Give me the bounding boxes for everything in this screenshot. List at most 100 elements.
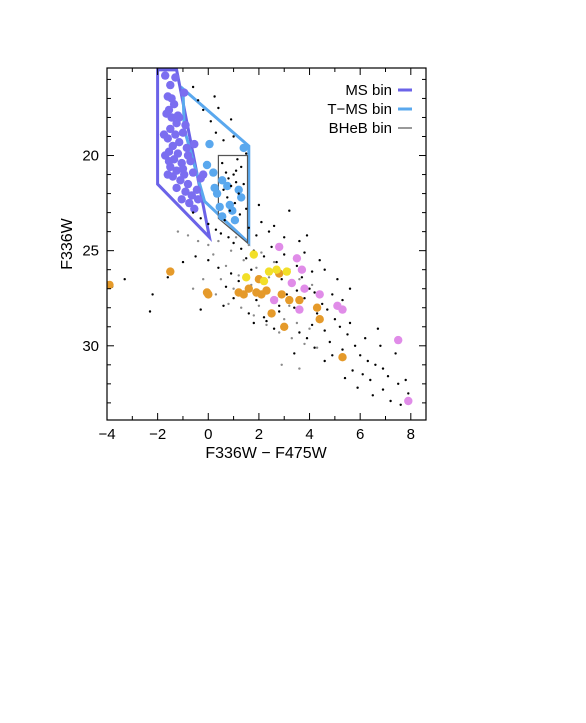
data-point-s2-136	[348, 287, 352, 290]
data-point-s2-106	[199, 308, 202, 311]
data-point-s2-71	[348, 321, 352, 325]
data-point-s2-95	[237, 279, 240, 283]
data-point-s0-43	[171, 73, 180, 82]
data-point-s0-41	[199, 170, 208, 179]
data-point-s6-11	[297, 265, 307, 274]
data-point-s2-103	[148, 310, 152, 313]
data-point-s2-25	[242, 182, 245, 186]
data-point-s6-0	[275, 242, 284, 252]
data-point-s2-0	[224, 171, 228, 174]
data-point-s3-32	[252, 314, 255, 317]
data-point-s2-8	[233, 201, 237, 205]
bin-outline-0	[156, 68, 212, 242]
data-point-s2-119	[371, 394, 374, 397]
data-point-s3-39	[227, 302, 230, 306]
data-point-s3-6	[224, 264, 228, 268]
data-point-s2-41	[308, 287, 311, 290]
data-point-s2-75	[250, 268, 253, 271]
data-point-s2-67	[404, 378, 407, 382]
data-point-s2-10	[238, 213, 242, 216]
data-point-s0-20	[176, 176, 185, 185]
data-point-s2-20	[232, 135, 235, 138]
data-point-s2-44	[321, 302, 324, 306]
data-point-s2-68	[407, 392, 410, 395]
data-point-s3-25	[247, 243, 250, 247]
data-point-s2-81	[214, 228, 218, 231]
x-tick-label: −4	[98, 426, 115, 443]
data-point-s2-111	[313, 346, 316, 349]
data-point-s4-1	[166, 267, 175, 276]
data-point-s2-137	[341, 298, 344, 302]
data-point-s2-28	[255, 234, 258, 237]
data-point-s0-23	[181, 187, 190, 196]
data-point-s2-59	[359, 354, 362, 357]
data-point-s2-135	[323, 268, 326, 271]
data-point-s3-43	[298, 367, 301, 370]
data-point-s2-116	[323, 359, 326, 363]
data-point-s4-9	[277, 290, 286, 299]
data-point-s2-29	[260, 220, 263, 224]
data-point-s0-47	[181, 120, 190, 130]
data-point-s3-22	[186, 234, 190, 237]
x-tick-label: 2	[255, 426, 263, 443]
data-point-s2-2	[232, 173, 235, 176]
data-point-s2-65	[369, 378, 372, 382]
data-point-s2-38	[280, 278, 283, 281]
data-point-s0-30	[167, 94, 176, 103]
data-point-s4-12	[312, 303, 322, 312]
data-point-s1-6	[218, 212, 227, 221]
data-point-s2-15	[202, 108, 205, 112]
data-point-s1-10	[230, 216, 240, 225]
data-point-s2-131	[232, 297, 235, 300]
x-tick-label: 6	[356, 426, 364, 443]
data-point-s2-14	[236, 158, 239, 161]
data-point-s2-120	[288, 209, 291, 212]
data-point-s4-17	[239, 290, 248, 299]
data-point-s2-31	[262, 255, 266, 258]
data-point-s2-51	[310, 323, 314, 327]
data-point-s3-17	[283, 318, 286, 321]
data-point-s4-15	[267, 309, 276, 318]
data-point-s2-4	[234, 181, 238, 184]
data-point-s3-24	[234, 236, 238, 239]
data-point-s2-128	[278, 304, 281, 307]
data-point-s2-36	[295, 264, 299, 268]
data-point-s0-28	[190, 204, 199, 213]
data-point-s2-90	[278, 310, 281, 313]
data-point-s2-118	[356, 386, 359, 389]
data-point-s2-84	[191, 211, 195, 214]
data-point-s2-140	[376, 327, 380, 330]
data-point-s2-130	[247, 312, 250, 315]
data-point-s0-36	[163, 170, 172, 179]
data-point-s3-4	[267, 276, 271, 279]
data-point-s0-32	[178, 128, 188, 137]
data-point-s2-56	[328, 340, 331, 344]
data-point-s2-52	[323, 329, 326, 332]
data-point-s2-55	[305, 337, 309, 340]
data-point-s4-0	[107, 280, 114, 290]
data-point-s0-26	[185, 198, 194, 208]
data-point-s6-2	[287, 278, 296, 288]
data-point-s3-29	[298, 278, 301, 281]
data-point-s5-2	[272, 265, 281, 274]
data-point-s0-45	[178, 164, 188, 173]
data-point-s0-24	[187, 191, 196, 200]
data-point-s0-40	[193, 195, 203, 204]
data-point-s4-13	[315, 315, 324, 324]
data-point-s6-5	[295, 305, 304, 314]
data-point-s2-42	[303, 297, 306, 300]
data-point-s2-78	[232, 241, 235, 245]
data-point-s3-1	[229, 249, 233, 252]
data-point-s5-5	[242, 273, 251, 282]
data-point-s2-139	[293, 352, 296, 355]
data-point-s2-107	[222, 304, 225, 307]
data-point-s3-12	[219, 278, 223, 281]
data-point-s0-46	[183, 151, 193, 160]
data-point-s2-33	[275, 260, 278, 264]
data-point-s0-39	[162, 109, 171, 118]
data-point-s6-1	[292, 254, 302, 263]
data-point-s2-5	[222, 188, 225, 191]
data-point-s2-96	[229, 272, 233, 275]
data-point-s3-30	[310, 283, 314, 287]
